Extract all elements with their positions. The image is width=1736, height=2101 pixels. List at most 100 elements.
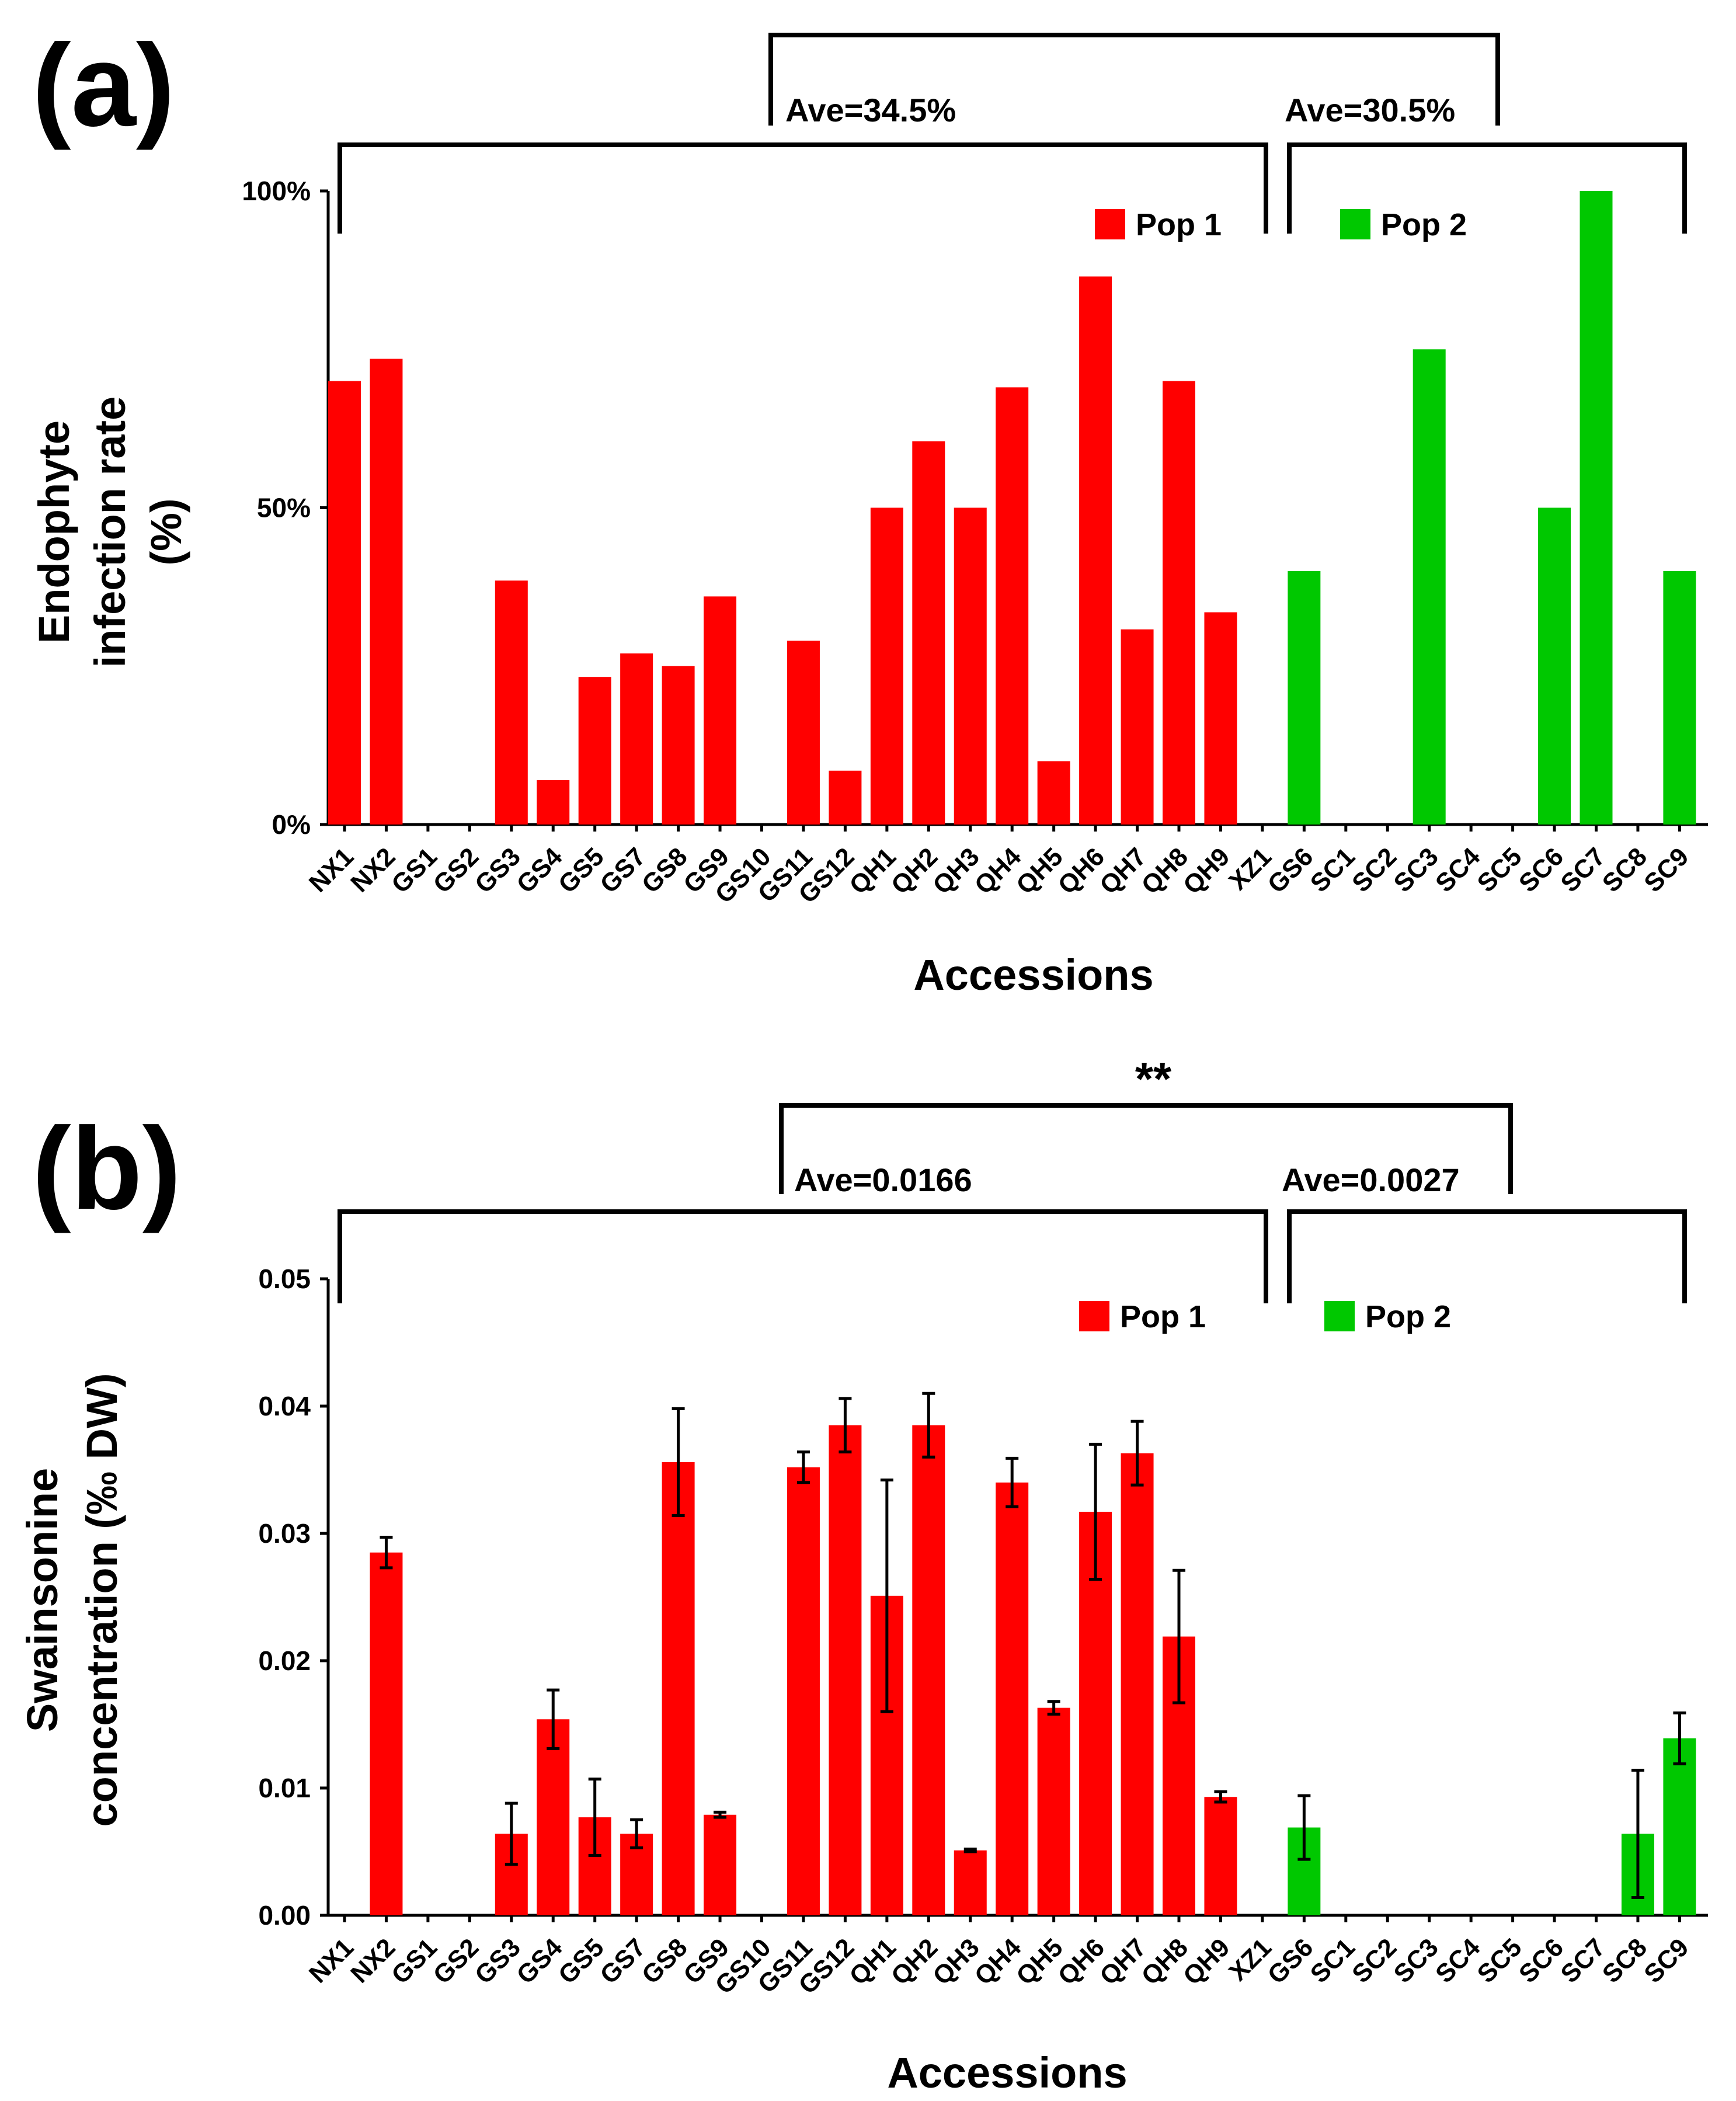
x-tick-label: GS4 [511, 842, 568, 899]
x-tick-label: GS1 [386, 1933, 443, 1989]
y-tick-label: 0% [272, 809, 311, 840]
x-tick-label: GS6 [1262, 1933, 1319, 1989]
bar-gs5 [578, 677, 611, 825]
y-tick-label: 100% [242, 176, 311, 206]
y-tick-label: 0.00 [258, 1900, 311, 1930]
x-tick-label: SC2 [1347, 1933, 1402, 1988]
x-tick-label: QH7 [1094, 842, 1152, 900]
x-tick-label: QH5 [1011, 1933, 1069, 1991]
panel-a-label: (a) [32, 20, 175, 151]
panel-b-label: (b) [32, 1104, 181, 1234]
x-tick-label: SC1 [1305, 1933, 1361, 1988]
y-tick-label: 0.05 [258, 1264, 311, 1294]
x-tick-label: QH2 [886, 842, 944, 900]
bar-qh3 [954, 507, 987, 825]
x-tick-label: GS1 [386, 842, 443, 899]
x-tick-label: XZ1 [1223, 842, 1277, 896]
bar-gs3 [495, 580, 528, 825]
x-tick-label: SC5 [1471, 1933, 1527, 1988]
bar-sc3 [1413, 349, 1446, 825]
panel-a-bracket-label-pop1: Ave=34.5% [785, 92, 956, 128]
bar-sc9 [1663, 571, 1696, 825]
y-tick-label: 0.02 [258, 1646, 311, 1676]
x-tick-label: SC8 [1597, 842, 1652, 898]
x-tick-label: SC4 [1430, 842, 1486, 898]
x-tick-label: SC3 [1389, 1933, 1444, 1988]
x-tick-label: QH4 [969, 842, 1027, 900]
panel-b-axes: 0.00 0.01 0.02 0.03 0.04 0.05 [258, 1264, 1708, 1930]
x-tick-label: GS2 [428, 842, 485, 899]
panel-b-ylabel-line-1: Swainsonine [18, 1468, 67, 1732]
bar-gs8 [662, 666, 695, 825]
bar-qh8 [1163, 381, 1195, 825]
panel-b-legend-label-pop1: Pop 1 [1120, 1299, 1206, 1334]
x-tick-label: NX1 [304, 842, 359, 898]
panel-a-legend-swatch-pop1 [1095, 209, 1125, 239]
panel-a-legend-swatch-pop2 [1340, 209, 1370, 239]
x-tick-label: GS7 [594, 1933, 651, 1989]
x-tick-label: GS6 [1262, 842, 1319, 899]
panel-a-bracket-pop2 [1287, 142, 1687, 234]
x-tick-label: QH6 [1053, 1933, 1111, 1991]
panel-b-ylabel-line-2: concentration (‰ DW) [78, 1373, 126, 1827]
panel-b-bracket-label-pop1: Ave=0.0166 [794, 1161, 972, 1198]
bar-sc6 [1538, 507, 1571, 825]
x-tick-label: GS3 [469, 1933, 526, 1989]
bar-sc9 [1663, 1738, 1696, 1915]
x-tick-label: GS2 [428, 1933, 485, 1989]
panel-a-brackets: Ave=34.5% Ave=30.5% [338, 33, 1687, 234]
x-tick-label: QH7 [1094, 1933, 1152, 1991]
x-tick-label: SC3 [1389, 842, 1444, 898]
panel-b-legend-swatch-pop2 [1324, 1301, 1355, 1331]
bar-gs9 [704, 596, 737, 825]
bar-qh7 [1121, 1453, 1154, 1915]
bar-qh4 [996, 1482, 1029, 1915]
x-tick-label: QH5 [1011, 842, 1069, 900]
x-tick-label: QH9 [1178, 842, 1236, 900]
panel-b-legend: Pop 1 Pop 2 [1079, 1299, 1451, 1334]
bar-gs4 [537, 780, 570, 825]
bar-qh5 [1037, 761, 1070, 825]
panel-a-bracket-compare [768, 33, 1500, 126]
x-tick-label: SC1 [1305, 842, 1361, 898]
panel-a-bracket-label-pop2: Ave=30.5% [1285, 92, 1455, 128]
bar-sc7 [1580, 191, 1613, 825]
x-tick-label: SC7 [1555, 1933, 1610, 1988]
bar-nx1 [328, 381, 361, 825]
x-tick-label: GS8 [636, 842, 693, 899]
bar-qh9 [1204, 612, 1237, 825]
x-tick-label: SC7 [1555, 842, 1610, 898]
panel-b-legend-swatch-pop1 [1079, 1301, 1109, 1331]
x-tick-label: GS5 [553, 1933, 610, 1989]
y-tick-label: 50% [257, 493, 311, 523]
bar-gs11 [787, 641, 820, 825]
x-tick-label: XZ1 [1223, 1933, 1277, 1987]
x-tick-label: SC9 [1638, 842, 1694, 898]
bar-qh2 [912, 1425, 945, 1915]
panel-a-ylabel-line-1: Endophyte [30, 420, 78, 643]
panel-a-legend: Pop 1 Pop 2 [1095, 207, 1467, 242]
y-tick-label: 0.04 [258, 1391, 311, 1421]
x-tick-label: QH8 [1136, 1933, 1194, 1991]
panel-b-brackets: Ave=0.0166 Ave=0.0027 [338, 1103, 1687, 1303]
x-tick-label: QH9 [1178, 1933, 1236, 1991]
x-tick-label: SC8 [1597, 1933, 1652, 1988]
panel-b-error-bars [380, 1392, 1686, 1899]
panel-b-legend-label-pop2: Pop 2 [1365, 1299, 1451, 1334]
bar-qh7 [1121, 629, 1154, 825]
panel-b-bracket-pop2 [1287, 1209, 1687, 1303]
x-tick-label: SC2 [1347, 842, 1402, 898]
bar-qh4 [996, 387, 1029, 825]
x-tick-label: QH6 [1053, 842, 1111, 900]
x-tick-label: SC5 [1471, 842, 1527, 898]
bar-qh1 [870, 507, 903, 825]
x-tick-label: GS7 [594, 842, 651, 899]
panel-b-y-axis-title: Swainsonine concentration (‰ DW) [18, 1373, 126, 1827]
panel-a-category-labels: NX1NX2GS1GS2GS3GS4GS5GS7GS8GS9GS10GS11GS… [304, 842, 1695, 909]
panel-a-bracket-pop1 [338, 142, 1268, 234]
x-tick-label: QH3 [927, 1933, 985, 1991]
x-tick-label: GS5 [553, 842, 610, 899]
panel-a-infection-rate-chart: (a) Endophyte infection rate (%) Accessi… [30, 20, 1708, 999]
x-tick-label: QH3 [927, 842, 985, 900]
